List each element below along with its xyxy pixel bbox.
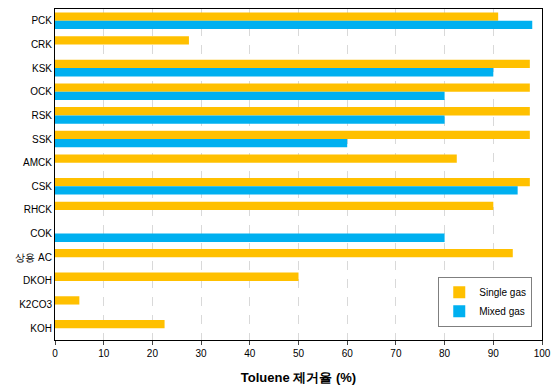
svg-text:CSK: CSK (31, 181, 52, 192)
svg-text:Mixed gas: Mixed gas (479, 306, 525, 317)
svg-text:KSK: KSK (32, 63, 52, 74)
svg-text:10: 10 (98, 348, 110, 359)
svg-text:40: 40 (244, 348, 256, 359)
svg-text:DKOH: DKOH (23, 275, 52, 286)
svg-text:60: 60 (342, 348, 354, 359)
svg-text:100: 100 (534, 348, 551, 359)
svg-text:SSK: SSK (32, 134, 52, 145)
svg-text:0: 0 (52, 348, 58, 359)
svg-text:OCK: OCK (30, 86, 52, 97)
svg-text:PCK: PCK (31, 15, 52, 26)
svg-text:상용 AC: 상용 AC (15, 252, 52, 263)
svg-text:RSK: RSK (31, 110, 52, 121)
svg-text:COK: COK (30, 228, 52, 239)
svg-text:AMCK: AMCK (23, 157, 52, 168)
svg-text:KOH: KOH (30, 323, 52, 334)
svg-text:90: 90 (488, 348, 500, 359)
svg-text:CRK: CRK (31, 39, 52, 50)
svg-text:Toluene 제거율 (%): Toluene 제거율 (%) (241, 370, 356, 385)
svg-text:30: 30 (196, 348, 208, 359)
svg-text:20: 20 (147, 348, 159, 359)
svg-text:K2CO3: K2CO3 (19, 299, 52, 310)
svg-text:Single gas: Single gas (479, 287, 526, 298)
svg-text:50: 50 (293, 348, 305, 359)
svg-text:RHCK: RHCK (24, 204, 53, 215)
svg-text:70: 70 (390, 348, 402, 359)
svg-text:80: 80 (439, 348, 451, 359)
